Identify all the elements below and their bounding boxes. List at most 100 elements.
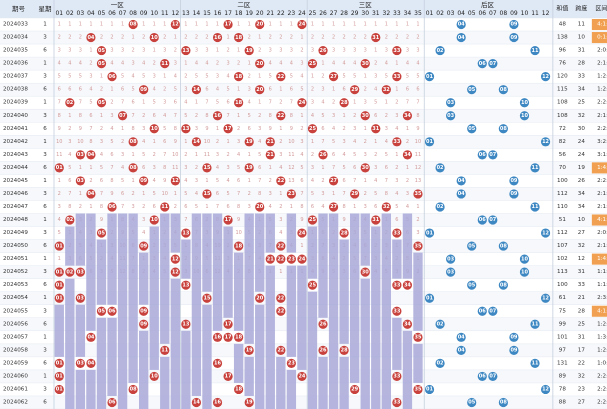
omission-count: 6 [79, 87, 82, 93]
omission-count: 1 [248, 178, 251, 184]
omission-bar [75, 369, 86, 409]
front-ball [96, 45, 107, 56]
omission-count: 5 [142, 74, 145, 80]
omission-count: 1 [237, 22, 240, 28]
zone-ratio-cell: 2:2:1 [597, 373, 607, 379]
omission-count: 4 [374, 87, 377, 93]
omission-count: 1 [205, 22, 208, 28]
omission-count: 4 [142, 139, 145, 145]
omission-count: 2 [279, 100, 282, 106]
omission-count: 2 [153, 152, 156, 158]
omission-count: 2 [195, 35, 198, 41]
omission-count: 1 [279, 191, 282, 197]
front-ball-number: 25 [309, 282, 316, 288]
front-ball [339, 98, 349, 108]
span-cell: 32 [578, 113, 585, 119]
omission-count: 4 [237, 152, 240, 158]
period-cell: 2024041 [3, 126, 28, 132]
back-ball-number: 11 [532, 361, 539, 367]
front-ball [244, 45, 254, 56]
omission-count: 4 [132, 74, 135, 80]
omission-count: 2 [406, 35, 409, 41]
omission-count: 1 [279, 126, 282, 132]
omission-bar [413, 252, 423, 331]
omission-count: 4 [279, 165, 282, 171]
omission-count: 4 [153, 87, 156, 93]
back-ball [530, 163, 540, 173]
period-cell: 2024040 [3, 113, 28, 119]
zone-ratio-cell: 2:1:2 [597, 191, 607, 197]
front-ball-number: 33 [393, 282, 400, 288]
front-ball-number: 09 [140, 87, 147, 93]
omission-count: 5 [385, 74, 388, 80]
zone-ratio-header: 区间比 [595, 5, 607, 13]
omission-count: 1 [153, 22, 156, 28]
zone-ratio-cell: 2:2:1 [597, 126, 607, 132]
period-cell: 2024037 [3, 74, 28, 80]
zone-ratio-cell: 1:2:2 [597, 87, 607, 93]
omission-count: 7 [416, 100, 419, 106]
omission-count: 4 [353, 61, 356, 67]
week-cell: 6 [43, 87, 47, 93]
period-cell: 2024060 [3, 373, 28, 379]
period-cell: 2024034 [3, 35, 28, 41]
omission-count: 5 [153, 100, 156, 106]
front-ball [223, 124, 233, 134]
period-cell: 2024035 [3, 48, 28, 54]
zone-ratio-cell: 1:4:0 [597, 165, 607, 171]
front-ball [328, 202, 339, 212]
omission-count: 1 [395, 22, 398, 28]
omission-count: 5 [205, 74, 208, 80]
front-ball-number: 03 [77, 178, 84, 184]
omission-count: 3 [79, 48, 82, 54]
omission-count: 3 [110, 48, 113, 54]
zone-ratio-cell: 2:2:1 [597, 386, 607, 392]
week-cell: 1 [43, 139, 47, 145]
front-ball-number: 15 [203, 295, 210, 301]
back-ball [477, 59, 487, 69]
omission-count: 6 [258, 165, 261, 171]
omission-count: 1 [332, 87, 335, 93]
front-ball-number: 29 [351, 191, 358, 197]
front-ball [96, 228, 107, 238]
sum-cell: 102 [557, 256, 568, 262]
front-ball [286, 254, 296, 264]
omission-count: 5 [332, 139, 335, 145]
zone-ratio-cell: 2:3:0 [597, 295, 607, 301]
omission-count: 3 [269, 191, 272, 197]
omission-count: 4 [174, 74, 177, 80]
omission-count: 5 [374, 100, 377, 106]
front-ball-number: 02 [66, 217, 73, 223]
back-ball-number: 05 [468, 282, 475, 288]
omission-count: 6 [153, 204, 156, 210]
omission-count: 6 [142, 165, 145, 171]
front-ball [160, 345, 170, 355]
omission-bar [255, 304, 265, 409]
omission-count: 8 [205, 113, 208, 119]
front-ball [107, 397, 117, 408]
front-ball [160, 59, 170, 69]
omission-bar [65, 278, 75, 409]
zone-ratio-cell: 4:1:0 [597, 217, 607, 223]
front-ball-number: 30 [362, 269, 369, 275]
omission-count: 1 [374, 48, 377, 54]
omission-count: 6 [226, 100, 229, 106]
front-ball [276, 72, 286, 82]
front-ball [276, 293, 286, 303]
omission-count: 1 [142, 22, 145, 28]
front-ball-number: 01 [56, 295, 63, 301]
front-ball [402, 280, 413, 290]
back-ball [477, 306, 487, 316]
omission-count: 2 [89, 61, 92, 67]
omission-count: 1 [364, 178, 367, 184]
omission-count: 2 [184, 152, 187, 158]
omission-bar [402, 213, 413, 279]
span-cell: 22 [578, 360, 585, 366]
omission-count: 2 [395, 100, 398, 106]
front-ball [244, 163, 254, 173]
front-ball-number: 31 [372, 126, 379, 132]
omission-count: 1 [406, 165, 409, 171]
front-zone-3-header: 三区 [359, 1, 373, 9]
zone-ratio-cell: 3:2:1 [597, 139, 607, 145]
back-ball-number: 07 [489, 61, 496, 67]
